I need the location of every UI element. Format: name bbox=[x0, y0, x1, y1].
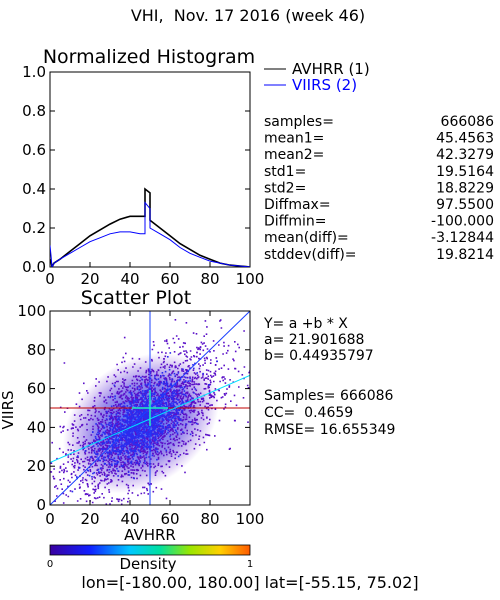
scatter-x-ticks: 0 20 40 60 80 100 bbox=[45, 311, 264, 528]
stat-label: std1= bbox=[264, 164, 306, 180]
histogram-x-tick-label: 0 bbox=[45, 270, 55, 288]
scatter-y-ticks: 0 20 40 60 80 100 bbox=[17, 302, 250, 514]
scatter-y-tick-label: 20 bbox=[27, 457, 46, 475]
stat-label: mean1= bbox=[264, 131, 324, 147]
stat-label: samples= bbox=[264, 114, 334, 130]
stat-label: Diffmin= bbox=[264, 214, 326, 230]
histogram-y-tick-label: 1.0 bbox=[22, 63, 46, 81]
legend-label-avhrr: AVHRR (1) bbox=[292, 60, 370, 78]
scatter-x-tick-label: 80 bbox=[200, 510, 219, 528]
scatter-x-tick-label: 100 bbox=[236, 510, 265, 528]
scatter-reference-lines bbox=[50, 311, 250, 505]
scatter-y-tick-label: 100 bbox=[17, 302, 46, 320]
histogram-legend: AVHRR (1) VIIRS (2) bbox=[264, 60, 370, 94]
stat-label: stddev(diff)= bbox=[264, 247, 357, 263]
statistics-panel: samples= 666086 mean1= 45.4563 mean2= 42.3279… bbox=[264, 114, 494, 263]
summary-rmse: RMSE= 16.655349 bbox=[264, 422, 395, 438]
stat-value: 666086 bbox=[441, 114, 495, 130]
summary-cc: CC= 0.4659 bbox=[264, 405, 353, 421]
stat-label: Diffmax= bbox=[264, 197, 331, 213]
histogram-title: Normalized Histogram bbox=[43, 46, 255, 68]
histogram-y-ticks: 0.0 0.2 0.4 0.6 0.8 1.0 bbox=[22, 63, 250, 276]
stat-value: 19.5164 bbox=[436, 164, 494, 180]
legend-label-viirs: VIIRS (2) bbox=[292, 76, 357, 94]
stat-value: 18.8229 bbox=[436, 180, 494, 196]
regression-slope: b= 0.44935797 bbox=[264, 348, 374, 364]
colorbar bbox=[49, 544, 251, 556]
stat-value: 19.8214 bbox=[436, 247, 494, 263]
scatter-title: Scatter Plot bbox=[81, 287, 191, 309]
stat-value: 42.3279 bbox=[436, 147, 494, 163]
histogram-frame bbox=[49, 71, 251, 268]
stat-label: mean(diff)= bbox=[264, 230, 349, 246]
page-title: VHI, Nov. 17 2016 (week 46) bbox=[131, 6, 365, 25]
histogram-x-tick-label: 40 bbox=[120, 270, 139, 288]
scatter-y-label: VIIRS bbox=[0, 390, 17, 429]
histogram-x-tick-label: 60 bbox=[160, 270, 179, 288]
regression-info: Y= a +b * X a= 21.901688 b= 0.44935797 S… bbox=[263, 316, 395, 438]
stat-label: mean2= bbox=[264, 147, 324, 163]
histogram-x-ticks: 0 20 40 60 80 100 bbox=[45, 262, 264, 288]
histogram-y-tick-label: 0.0 bbox=[22, 258, 46, 276]
stat-value: 97.5500 bbox=[436, 197, 494, 213]
scatter-y-tick-label: 60 bbox=[27, 380, 46, 398]
region-footer: lon=[-180.00, 180.00] lat=[-55.15, 75.02… bbox=[81, 573, 418, 592]
histogram-y-tick-label: 0.8 bbox=[22, 102, 46, 120]
scatter-frame bbox=[49, 310, 251, 506]
scatter-x-label: AVHRR bbox=[124, 526, 176, 544]
colorbar-label: Density bbox=[119, 555, 176, 573]
histogram-x-tick-label: 80 bbox=[200, 270, 219, 288]
histogram-x-tick-label: 20 bbox=[80, 270, 99, 288]
stat-value: 45.4563 bbox=[436, 131, 494, 147]
scatter-x-tick-label: 0 bbox=[45, 510, 55, 528]
stat-label: std2= bbox=[264, 180, 306, 196]
scatter-x-tick-label: 20 bbox=[80, 510, 99, 528]
histogram-y-tick-label: 0.6 bbox=[22, 141, 46, 159]
regression-intercept: a= 21.901688 bbox=[264, 332, 364, 348]
histogram-y-tick-label: 0.2 bbox=[22, 219, 46, 237]
stat-value: -100.000 bbox=[431, 214, 494, 230]
scatter-x-tick-label: 40 bbox=[120, 510, 139, 528]
scatter-y-tick-label: 0 bbox=[36, 496, 46, 514]
colorbar-max-label: 1 bbox=[247, 559, 253, 570]
histogram-line-viirs bbox=[50, 201, 250, 267]
scatter-point-cloud bbox=[50, 319, 250, 505]
histogram-y-tick-label: 0.4 bbox=[22, 180, 46, 198]
colorbar-min-label: 0 bbox=[47, 559, 53, 570]
regression-equation: Y= a +b * X bbox=[263, 316, 348, 332]
scatter-x-tick-label: 60 bbox=[160, 510, 179, 528]
scatter-points bbox=[50, 319, 250, 505]
summary-samples: Samples= 666086 bbox=[264, 388, 394, 404]
scatter-y-tick-label: 80 bbox=[27, 341, 46, 359]
scatter-point-core bbox=[71, 352, 218, 493]
stat-value: -3.12844 bbox=[431, 230, 494, 246]
scatter-y-tick-label: 40 bbox=[27, 418, 46, 436]
histogram-series bbox=[50, 187, 250, 267]
histogram-x-tick-label: 100 bbox=[236, 270, 265, 288]
